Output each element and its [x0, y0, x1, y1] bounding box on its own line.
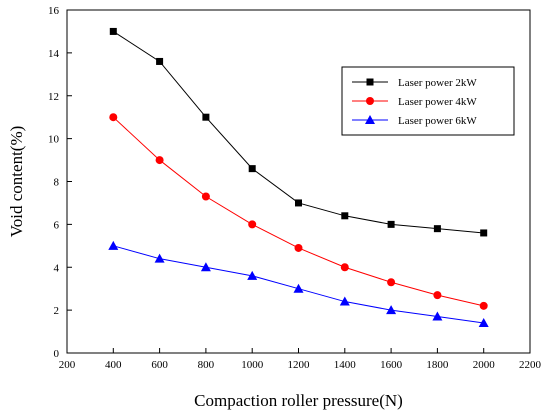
y-tick-label: 8	[54, 177, 60, 189]
x-tick-label: 1600	[380, 359, 403, 371]
data-point	[366, 78, 374, 86]
x-tick-label: 1200	[288, 359, 311, 371]
series-line	[112, 116, 484, 307]
y-tick-label: 16	[48, 5, 60, 17]
y-tick-label: 6	[54, 219, 60, 231]
legend-entry: Laser power 2kW	[352, 77, 477, 89]
x-tick-label: 2200	[519, 359, 542, 371]
data-point	[248, 220, 257, 229]
data-point	[154, 253, 165, 263]
data-point	[432, 311, 443, 321]
data-point	[479, 301, 488, 310]
legend-label: Laser power 2kW	[398, 77, 477, 89]
data-point	[248, 165, 256, 173]
data-point	[109, 27, 117, 35]
data-point	[433, 291, 442, 300]
x-tick-label: 2000	[473, 359, 496, 371]
data-point	[200, 262, 211, 272]
data-point	[341, 212, 349, 220]
data-point	[478, 317, 489, 327]
data-point	[339, 296, 350, 306]
data-point	[433, 225, 441, 233]
legend-label: Laser power 6kW	[398, 115, 477, 127]
y-tick-label: 2	[54, 305, 60, 317]
data-point	[155, 156, 164, 165]
data-point	[293, 283, 304, 293]
x-tick-label: 1800	[426, 359, 449, 371]
y-tick-label: 12	[48, 91, 59, 103]
data-point	[108, 240, 119, 250]
series-layer	[108, 27, 489, 327]
y-tick-label: 0	[54, 348, 60, 360]
data-point	[387, 220, 395, 228]
legend-entry: Laser power 4kW	[352, 96, 477, 108]
x-tick-label: 800	[198, 359, 215, 371]
data-point	[386, 305, 397, 315]
x-tick-label: 600	[151, 359, 168, 371]
legend: Laser power 2kW Laser power 4kW Laser powe…	[341, 66, 515, 136]
series-circle	[109, 113, 488, 310]
x-tick-label: 200	[59, 359, 76, 371]
series-triangle	[108, 240, 489, 327]
y-tick-label: 10	[48, 134, 60, 146]
data-point	[156, 57, 164, 65]
axes: 200 400 600 800 1000 1200 1400 1600 1800 2000 2200…	[48, 5, 542, 371]
plot-frame	[66, 9, 531, 354]
x-tick-label: 1000	[241, 359, 264, 371]
series-square	[109, 27, 488, 237]
data-point	[480, 229, 488, 237]
data-point	[387, 278, 396, 287]
data-point	[340, 263, 349, 272]
legend-label: Laser power 4kW	[398, 96, 477, 108]
data-point	[201, 192, 210, 201]
data-point	[247, 270, 258, 280]
data-point	[365, 115, 375, 124]
data-point	[109, 113, 118, 122]
x-tick-label: 1400	[334, 359, 357, 371]
x-axis-title: Compaction roller pressure(N)	[194, 391, 403, 410]
y-axis-title: Void content(%)	[7, 126, 26, 238]
y-tick-label: 4	[54, 262, 60, 274]
data-point	[202, 113, 210, 121]
y-tick-label: 14	[48, 48, 60, 60]
data-point	[366, 97, 374, 105]
legend-entry: Laser power 6kW	[352, 115, 477, 127]
data-point	[294, 243, 303, 252]
data-point	[295, 199, 302, 207]
x-tick-label: 400	[105, 359, 122, 371]
